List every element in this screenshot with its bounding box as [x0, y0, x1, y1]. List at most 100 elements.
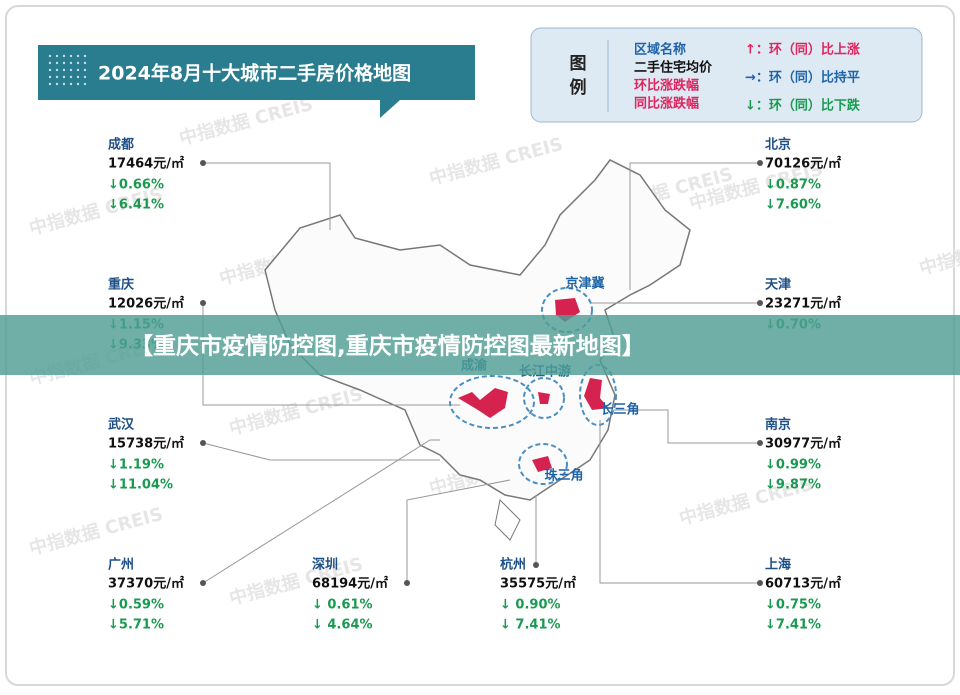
dot: [76, 54, 80, 58]
dot: [69, 54, 73, 58]
dot: [69, 61, 73, 65]
connector: [629, 162, 760, 290]
connector: [202, 442, 440, 461]
overlay-banner: [0, 315, 960, 375]
dot: [83, 61, 87, 65]
city-yoy: ↓ 4.64%: [312, 618, 373, 633]
dot: [62, 54, 66, 58]
city-yoy: ↓6.41%: [108, 198, 164, 213]
connector: [203, 162, 331, 230]
region-label: 京津冀: [565, 276, 604, 292]
dot: [62, 82, 66, 86]
city-mom: ↓0.99%: [765, 458, 821, 473]
city-dot: [200, 440, 206, 446]
city-dot: [200, 300, 206, 306]
city-name: 重庆: [108, 277, 134, 293]
city-name: 成都: [108, 137, 134, 153]
city-dot: [200, 160, 206, 166]
title: 2024年8月十大城市二手房价格地图: [98, 62, 411, 85]
legend-arrow: ↑：环（同）比上涨: [745, 42, 860, 58]
city-name: 深圳: [312, 557, 338, 573]
dot: [48, 82, 52, 86]
region-shape: [458, 388, 508, 418]
city-price: 35575元/㎡: [500, 576, 576, 592]
connector: [612, 409, 760, 444]
legend-box: [530, 27, 923, 123]
city-name: 南京: [765, 417, 791, 433]
region-label: 长三角: [600, 402, 639, 418]
legend-item: 二手住宅均价: [634, 60, 713, 76]
region-shape: [584, 378, 608, 410]
dot: [83, 82, 87, 86]
dot: [69, 75, 73, 79]
city-price: 70126元/㎡: [765, 156, 841, 172]
city-yoy: ↓11.04%: [108, 478, 173, 493]
connector: [406, 479, 511, 583]
dot: [76, 68, 80, 72]
city-mom: ↓1.19%: [108, 458, 164, 473]
city-dot: [757, 440, 763, 446]
city-name: 上海: [765, 557, 791, 573]
city-yoy: ↓ 7.41%: [500, 618, 561, 633]
legend-heading: 例: [570, 77, 587, 98]
legend-item: 区域名称: [634, 42, 686, 58]
dot: [55, 75, 59, 79]
dot: [55, 68, 59, 72]
city-yoy: ↓7.41%: [765, 618, 821, 633]
city-dot: [757, 300, 763, 306]
dot: [55, 61, 59, 65]
city-mom: ↓0.59%: [108, 598, 164, 613]
region-circle: [449, 375, 535, 429]
legend-arrow: →：环（同）比持平: [745, 70, 860, 86]
city-name: 杭州: [500, 557, 526, 573]
title-dots: [48, 54, 87, 86]
title-banner: [38, 45, 475, 118]
legend-arrow: ↓：环（同）比下跌: [745, 98, 861, 114]
city-mom: ↓ 0.61%: [312, 598, 373, 613]
region-circle: [518, 443, 568, 485]
city-dot: [533, 562, 539, 568]
dot: [76, 75, 80, 79]
overlay-text: 【重庆市疫情防控图,重庆市疫情防控图最新地图】: [130, 333, 645, 360]
dot: [76, 61, 80, 65]
dot: [48, 54, 52, 58]
city-price: 68194元/㎡: [312, 576, 388, 592]
legend-item: 同比涨跌幅: [634, 96, 699, 112]
legend-heading: 图: [570, 54, 587, 74]
region-shape: [538, 392, 550, 404]
city-price: 37370元/㎡: [108, 576, 184, 592]
dot: [62, 75, 66, 79]
dot: [76, 82, 80, 86]
island: [494, 498, 521, 541]
city-dot: [757, 580, 763, 586]
dot: [55, 54, 59, 58]
city-yoy: ↓5.71%: [108, 618, 164, 633]
dot: [83, 75, 87, 79]
dot: [69, 82, 73, 86]
dot: [55, 82, 59, 86]
city-mom: ↓0.66%: [108, 178, 164, 193]
city-price: 12026元/㎡: [108, 296, 184, 312]
city-dot: [404, 580, 410, 586]
dot: [48, 61, 52, 65]
dot: [62, 61, 66, 65]
city-yoy: ↓9.87%: [765, 478, 821, 493]
legend-item: 环比涨跌幅: [634, 78, 699, 94]
dot: [83, 68, 87, 72]
dot: [83, 54, 87, 58]
city-name: 天津: [765, 277, 791, 293]
city-price: 17464元/㎡: [108, 156, 184, 172]
connector: [202, 439, 440, 584]
city-price: 30977元/㎡: [765, 436, 841, 452]
dot: [48, 75, 52, 79]
city-dot: [200, 580, 206, 586]
city-mom: ↓0.75%: [765, 598, 821, 613]
city-price: 15738元/㎡: [108, 436, 184, 452]
connector: [599, 420, 760, 584]
city-name: 广州: [108, 557, 134, 573]
dot: [69, 68, 73, 72]
city-name: 北京: [765, 137, 791, 153]
region-circle: [523, 377, 565, 419]
city-price: 60713元/㎡: [765, 576, 841, 592]
